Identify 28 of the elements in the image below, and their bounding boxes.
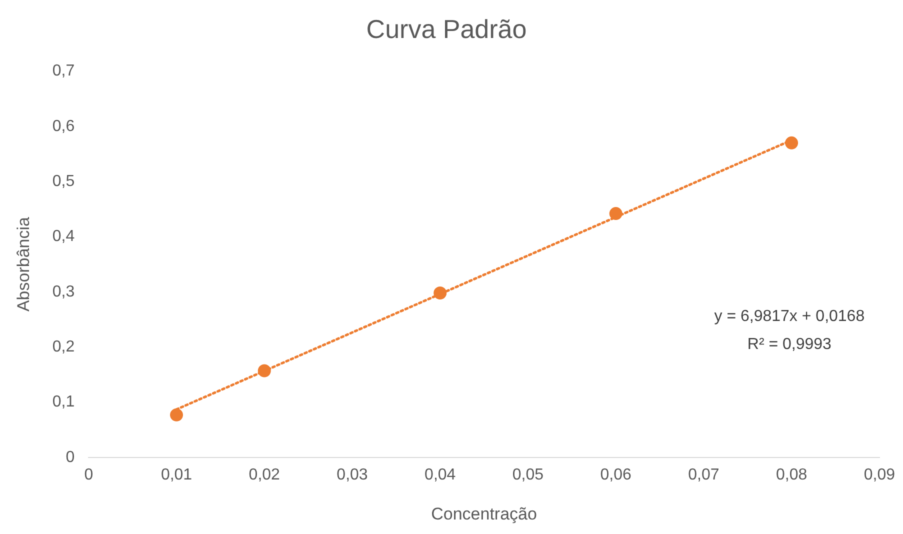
- y-tick-label: 0,5: [52, 172, 75, 190]
- annotation: R² = 0,9993: [747, 336, 832, 354]
- annotation: y = 6,9817x + 0,0168: [714, 308, 865, 326]
- point: [434, 286, 447, 300]
- x-tick-label: 0,07: [688, 466, 720, 484]
- point: [785, 136, 798, 150]
- x-tick-label: 0: [84, 466, 94, 484]
- x-tick-label: 0,08: [776, 466, 808, 484]
- y-tick-label: 0: [66, 448, 75, 466]
- x-tick-label: 0,04: [424, 466, 456, 484]
- chart-title: Curva Padrão: [366, 14, 527, 44]
- y-tick-label: 0,2: [52, 338, 75, 356]
- y-tick-label: 0,1: [52, 394, 75, 411]
- x-tick-label: 0,09: [864, 466, 896, 484]
- y-tick-label: 0,7: [52, 62, 75, 80]
- y-tick-label: 0,4: [52, 228, 75, 246]
- y-tick-label: 0,3: [52, 283, 75, 300]
- y-axis-title: Absorbância: [14, 216, 33, 312]
- x-tick-label: 0,03: [336, 466, 368, 484]
- x-tick-label: 0,05: [512, 466, 544, 484]
- point: [609, 207, 622, 220]
- y-tick-label: 0,6: [52, 118, 75, 135]
- x-tick-label: 0,02: [248, 466, 280, 484]
- point: [170, 408, 184, 422]
- x-axis-title: Concentração: [431, 504, 537, 524]
- x-tick-label: 0,06: [600, 466, 632, 484]
- point: [258, 364, 271, 378]
- x-tick-label: 0,01: [160, 466, 192, 484]
